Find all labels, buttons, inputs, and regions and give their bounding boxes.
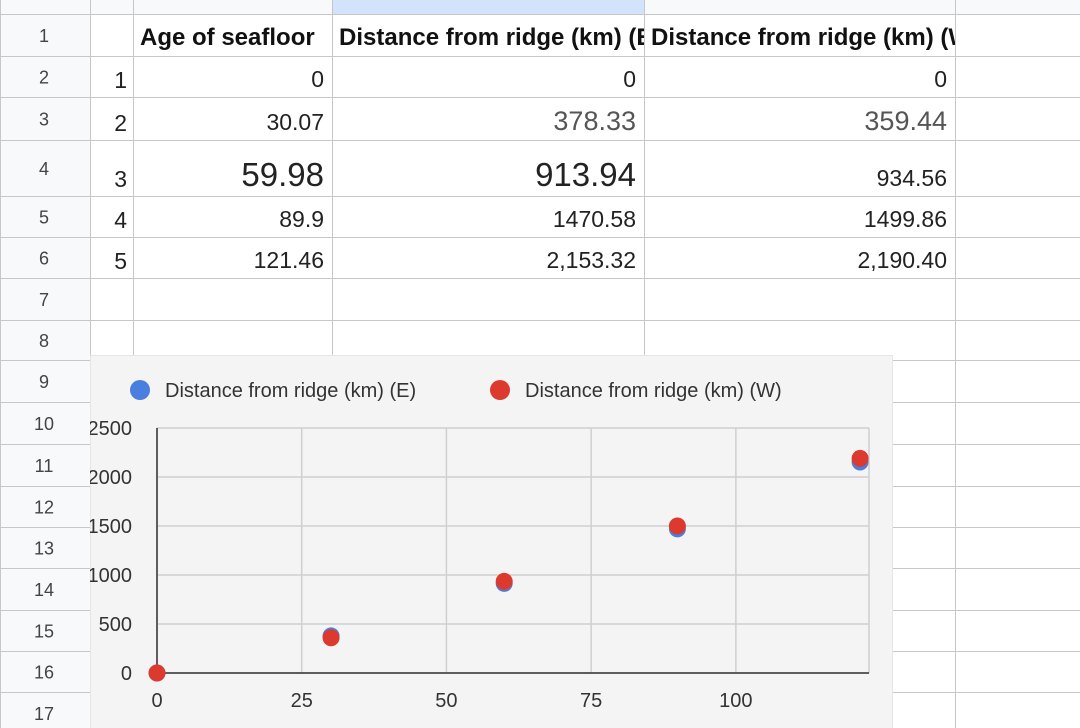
column-header-selected [332,0,644,14]
value-cell: 1470.58 [553,206,636,232]
row-number: 15 [34,622,54,642]
row-index-cell: 2 [114,110,127,136]
value-cell: 0 [623,66,636,92]
value-cell: 934.56 [877,165,947,191]
legend-swatch [130,380,150,400]
row-number: 5 [39,208,49,228]
value-cell: 359.44 [864,106,947,136]
point [148,664,166,682]
value-cell: 2,190.40 [857,247,947,273]
value-cell: 0 [934,66,947,92]
row-number: 2 [39,68,49,88]
y-tick-label: 1500 [88,516,133,538]
row-number: 4 [39,159,49,179]
value-cell: 59.98 [241,156,324,193]
value-cell: 378.33 [553,106,636,136]
chart-background [90,355,893,728]
header-cell: Age of seafloor [140,24,315,51]
row-header-bar [0,14,90,728]
value-cell: 0 [311,66,324,92]
row-index-cell: 5 [114,248,127,274]
x-tick-label: 75 [580,690,602,712]
row-number: 12 [34,498,54,518]
value-cell: 30.07 [266,109,324,135]
point [322,629,340,647]
header-cell: Distance from ridge (km) (W) [651,24,979,51]
point [668,517,686,535]
chart: 0 500 1000 1500 2000 2500 0 25 50 75 100 Distance f… [88,355,893,728]
row-index-cell: 1 [114,67,127,93]
value-cell: 2,153.32 [546,247,636,273]
x-tick-label: 25 [291,690,313,712]
row-number: 9 [39,372,49,392]
y-tick-label: 500 [99,614,132,636]
row-number: 6 [39,249,49,269]
x-tick-label: 0 [151,690,162,712]
legend-swatch [490,380,510,400]
y-tick-label: 0 [121,663,132,685]
y-tick-label: 2500 [88,418,133,440]
row-number: 3 [39,110,49,130]
row-number: 11 [35,456,54,476]
point [851,449,869,467]
x-tick-label: 50 [435,690,457,712]
row-index-cell: 3 [114,166,127,192]
value-cell: 121.46 [254,247,324,273]
row-number: 14 [34,580,54,600]
row-number: 17 [34,704,54,724]
value-cell: 913.94 [535,156,636,193]
x-tick-label: 100 [719,690,752,712]
y-tick-label: 1000 [88,565,133,587]
row-index-cell: 4 [114,207,127,233]
row-number: 16 [34,663,54,683]
row-number: 7 [39,290,49,310]
value-cell: 89.9 [279,206,324,232]
row-number: 13 [34,539,54,559]
value-cell: 1499.86 [864,206,947,232]
legend-label: Distance from ridge (km) (W) [525,380,782,402]
row-number: 10 [34,414,54,434]
row-number: 8 [39,331,49,351]
legend-label: Distance from ridge (km) (E) [165,380,416,402]
header-cell: Distance from ridge (km) (E) [339,24,660,51]
row-number: 1 [39,26,49,46]
point [495,572,513,590]
y-tick-label: 2000 [88,467,133,489]
